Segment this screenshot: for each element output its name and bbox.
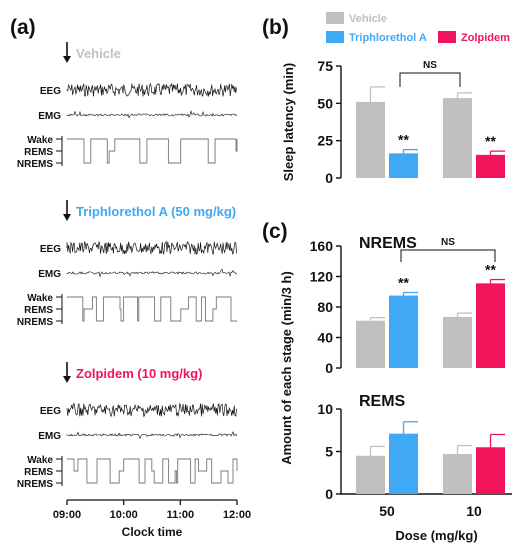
- chart-sleep-latency: 0 25 50 75 ** ** NS Sleep latency (min): [281, 58, 505, 186]
- condition-label: Triphlorethol A (50 mg/kg): [76, 204, 236, 219]
- condition-label: Vehicle: [76, 46, 121, 61]
- hypnogram-trace: [67, 296, 237, 322]
- time-tick-label: 10:00: [110, 509, 138, 521]
- time-tick-label: 11:00: [167, 509, 195, 521]
- x-axis-label: Dose (mg/kg): [395, 528, 477, 543]
- y-tick-label: 0: [325, 486, 333, 502]
- stage-label: REMS: [24, 305, 53, 316]
- y-tick-label: 160: [310, 238, 334, 254]
- y-tick-label: 75: [317, 58, 333, 74]
- x-tick-label: 10: [466, 503, 482, 519]
- stage-label: REMS: [24, 147, 53, 158]
- eeg-label: EEG: [40, 244, 61, 255]
- chart-title: REMS: [359, 393, 406, 410]
- legend-label-vehicle: Vehicle: [349, 13, 387, 25]
- bar: [476, 154, 505, 178]
- stage-label: NREMS: [17, 479, 53, 490]
- chart-rems-amount: 0 5 10 50 10 REMS Dose (mg/kg): [317, 393, 512, 543]
- bar: [389, 295, 418, 368]
- comparison-label: NS: [441, 237, 455, 248]
- bar: [389, 433, 418, 494]
- emg-trace: [66, 268, 238, 278]
- stage-label: Wake: [27, 135, 53, 146]
- y-tick-label: 5: [325, 444, 333, 460]
- eeg-label: EEG: [40, 406, 61, 417]
- time-tick-label: 09:00: [53, 509, 81, 521]
- significance-mark: **: [398, 132, 409, 148]
- panel-b-label: (b): [262, 16, 289, 39]
- stage-label: NREMS: [17, 159, 53, 170]
- y-tick-label: 50: [317, 95, 333, 111]
- stage-label: NREMS: [17, 317, 53, 328]
- bar: [356, 101, 385, 178]
- emg-label: EMG: [38, 111, 61, 122]
- panel-c-ylabel: Amount of each stage (min/3 h): [279, 271, 294, 465]
- y-tick-label: 120: [310, 269, 334, 285]
- condition-arrow-head-1: [63, 214, 71, 221]
- emg-label: EMG: [38, 431, 61, 442]
- hypnogram-trace: [67, 138, 238, 164]
- emg-label: EMG: [38, 269, 61, 280]
- stage-label: Wake: [27, 293, 53, 304]
- chart-nrems-amount: 0 40 80 120 160 ** ** NS NREMS: [310, 235, 505, 376]
- eeg-trace: [66, 402, 237, 418]
- significance-mark: **: [485, 262, 496, 278]
- bar: [443, 316, 472, 368]
- bar: [356, 320, 385, 368]
- legend: Vehicle Triphlorethol A Zolpidem: [326, 12, 510, 44]
- y-tick-label: 0: [325, 360, 333, 376]
- time-axis-label: Clock time: [122, 525, 183, 539]
- x-tick-label: 50: [379, 503, 395, 519]
- bar: [389, 153, 418, 178]
- stage-label: Wake: [27, 455, 53, 466]
- condition-arrow-head-0: [63, 56, 71, 63]
- y-tick-label: 80: [317, 299, 333, 315]
- bar: [476, 447, 505, 494]
- condition-label: Zolpidem (10 mg/kg): [76, 366, 202, 381]
- legend-swatch-zolpidem: [438, 31, 456, 43]
- time-tick-label: 12:00: [223, 509, 251, 521]
- legend-label-zolpidem: Zolpidem: [461, 32, 510, 44]
- significance-mark: **: [485, 133, 496, 149]
- comparison-bracket: [399, 72, 461, 87]
- comparison-label: NS: [423, 60, 437, 71]
- y-tick-label: 10: [317, 401, 333, 417]
- emg-trace: [66, 109, 238, 119]
- comparison-bracket: [400, 249, 496, 262]
- legend-label-triphlorethol: Triphlorethol A: [349, 32, 427, 44]
- bar: [356, 455, 385, 494]
- legend-swatch-triphlorethol: [326, 31, 344, 43]
- panel-a-label: (a): [10, 16, 36, 39]
- emg-trace: [66, 431, 238, 440]
- significance-mark: **: [398, 275, 409, 291]
- eeg-trace: [66, 240, 237, 255]
- panel-c-label: (c): [262, 220, 288, 243]
- y-tick-label: 0: [325, 170, 333, 186]
- bar: [476, 283, 505, 368]
- y-tick-label: 40: [317, 330, 333, 346]
- bar: [443, 454, 472, 494]
- condition-arrow-head-2: [63, 376, 71, 383]
- hypnogram-trace: [67, 458, 238, 484]
- eeg-trace: [66, 82, 237, 98]
- eeg-label: EEG: [40, 86, 61, 97]
- stage-label: REMS: [24, 467, 53, 478]
- panel-a: VehicleEEGEMGWakeREMSNREMSTriphlorethol …: [17, 42, 251, 539]
- bar: [443, 98, 472, 178]
- chart-title: NREMS: [359, 235, 417, 252]
- y-tick-label: 25: [317, 133, 333, 149]
- y-axis-label: Sleep latency (min): [281, 63, 296, 181]
- legend-swatch-vehicle: [326, 12, 344, 24]
